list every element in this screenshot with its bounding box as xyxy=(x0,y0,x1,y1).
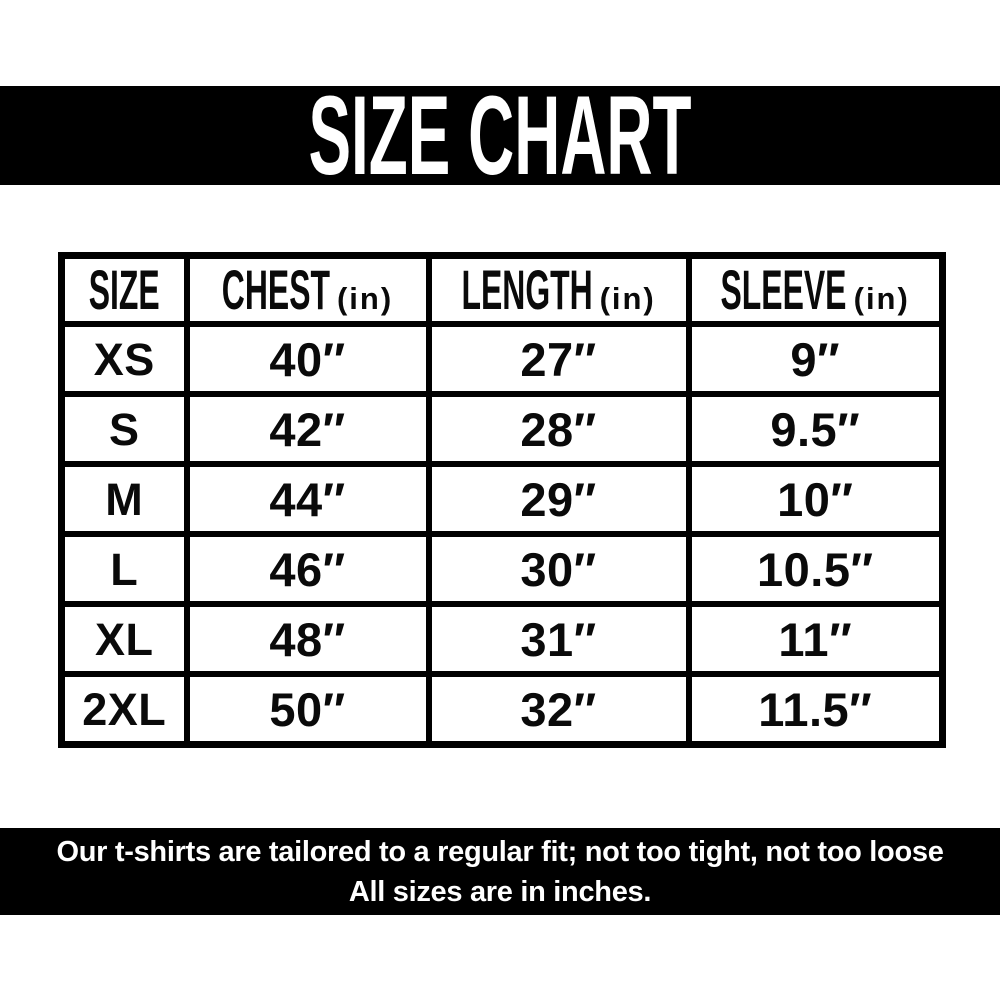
chest-cell-value: 44″ xyxy=(269,472,346,526)
footer-banner: Our t-shirts are tailored to a regular f… xyxy=(0,828,1000,915)
size-cell-value: S xyxy=(108,403,140,455)
header-cell-content: SLEEVE (in) xyxy=(692,262,940,318)
sleeve-cell: 10.5″ xyxy=(685,531,946,607)
length-cell: 29″ xyxy=(425,461,692,537)
size-table: SIZE CHEST (in) LENGTH (in) SLEEVE (in) xyxy=(58,252,946,748)
length-cell-value: 32″ xyxy=(520,682,597,736)
size-cell-value: L xyxy=(110,543,139,595)
page-title: SIZE CHART xyxy=(308,72,692,198)
column-header-length-label: LENGTH xyxy=(461,258,593,321)
size-cell: S xyxy=(58,391,190,467)
size-cell-value: M xyxy=(105,473,144,525)
size-cell: M xyxy=(58,461,190,537)
table-row: XL 48″ 31″ 11″ xyxy=(58,601,946,677)
size-table-body: XS 40″ 27″ 9″ S 42″ 28″ 9.5″ M 44″ 29″ 10″ L 46″ 30″ 10… xyxy=(58,321,946,748)
table-row: XS 40″ 27″ 9″ xyxy=(58,321,946,397)
size-cell-value: XS xyxy=(93,333,155,385)
length-cell-value: 30″ xyxy=(520,542,597,596)
size-cell: 2XL xyxy=(58,671,190,748)
sleeve-cell: 10″ xyxy=(685,461,946,537)
column-header-length: LENGTH (in) xyxy=(425,252,692,327)
column-header-length-unit: (in) xyxy=(599,281,656,316)
chest-cell-value: 46″ xyxy=(269,542,346,596)
size-cell-value: XL xyxy=(94,613,154,665)
sleeve-cell-value: 10.5″ xyxy=(757,542,874,596)
sleeve-cell: 11″ xyxy=(685,601,946,677)
title-banner: SIZE CHART xyxy=(0,79,1000,191)
footer-line-1: Our t-shirts are tailored to a regular f… xyxy=(56,835,944,868)
length-cell: 28″ xyxy=(425,391,692,467)
sleeve-cell-value: 9.5″ xyxy=(770,402,861,456)
table-row: S 42″ 28″ 9.5″ xyxy=(58,391,946,467)
length-cell-value: 31″ xyxy=(520,612,597,666)
table-row: M 44″ 29″ 10″ xyxy=(58,461,946,537)
column-header-size-label: SIZE xyxy=(88,258,160,321)
column-header-size: SIZE xyxy=(58,252,190,327)
chest-cell-value: 50″ xyxy=(269,682,346,736)
header-cell-content: CHEST (in) xyxy=(190,262,426,318)
length-cell: 27″ xyxy=(425,321,692,397)
sleeve-cell: 9″ xyxy=(685,321,946,397)
chest-cell: 50″ xyxy=(183,671,432,748)
size-cell: XL xyxy=(58,601,190,677)
column-header-sleeve-label: SLEEVE xyxy=(720,258,847,321)
chest-cell-value: 40″ xyxy=(269,332,346,386)
header-cell-content: LENGTH (in) xyxy=(432,262,686,318)
column-header-sleeve-unit: (in) xyxy=(853,281,910,316)
column-header-chest-unit: (in) xyxy=(336,281,394,316)
sleeve-cell: 9.5″ xyxy=(685,391,946,467)
chest-cell: 44″ xyxy=(183,461,432,537)
sleeve-cell-value: 9″ xyxy=(790,332,841,386)
chest-cell: 46″ xyxy=(183,531,432,607)
chest-cell: 48″ xyxy=(183,601,432,677)
chest-cell: 42″ xyxy=(183,391,432,467)
chest-cell-value: 48″ xyxy=(269,612,346,666)
table-header-row: SIZE CHEST (in) LENGTH (in) SLEEVE (in) xyxy=(58,252,946,327)
table-row: L 46″ 30″ 10.5″ xyxy=(58,531,946,607)
footer-line-2: All sizes are in inches. xyxy=(348,875,652,908)
sleeve-cell-value: 10″ xyxy=(777,472,854,526)
size-cell-value: 2XL xyxy=(82,683,167,735)
sleeve-cell-value: 11.5″ xyxy=(758,682,873,736)
header-cell-content: SIZE xyxy=(65,262,184,318)
length-cell-value: 29″ xyxy=(520,472,597,526)
sleeve-cell-value: 11″ xyxy=(778,612,853,666)
length-cell-value: 27″ xyxy=(520,332,597,386)
length-cell: 30″ xyxy=(425,531,692,607)
sleeve-cell: 11.5″ xyxy=(685,671,946,748)
column-header-chest-label: CHEST xyxy=(221,258,330,321)
column-header-sleeve: SLEEVE (in) xyxy=(685,252,946,327)
chest-cell: 40″ xyxy=(183,321,432,397)
size-cell: L xyxy=(58,531,190,607)
length-cell-value: 28″ xyxy=(520,402,597,456)
column-header-chest: CHEST (in) xyxy=(183,252,432,327)
length-cell: 31″ xyxy=(425,601,692,677)
chest-cell-value: 42″ xyxy=(269,402,346,456)
length-cell: 32″ xyxy=(425,671,692,748)
size-cell: XS xyxy=(58,321,190,397)
table-row: 2XL 50″ 32″ 11.5″ xyxy=(58,671,946,748)
